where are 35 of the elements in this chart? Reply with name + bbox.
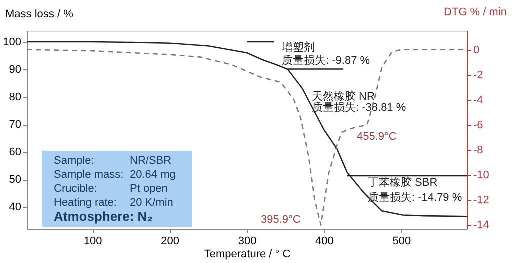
y2-tick-label: -8 <box>474 144 484 157</box>
y-tick-label: 60 <box>9 146 22 158</box>
y2-tick-label: 0 <box>474 44 480 56</box>
y2-tick-label: -2 <box>474 69 484 82</box>
y2-axis-title: DTG % / min <box>444 6 507 18</box>
x-axis-title: Temperature / ° C <box>204 248 291 260</box>
y2-tick-label: -14 <box>474 220 490 232</box>
annotation: 质量损失: -9.87 % <box>282 54 370 67</box>
x-tick-label: 100 <box>84 236 102 248</box>
y-axis-title: Mass loss / % <box>6 8 74 20</box>
annotation: 丁苯橡胶 SBR <box>368 176 438 189</box>
x-tick-label: 200 <box>161 236 180 248</box>
y-tick-label: 80 <box>9 92 22 104</box>
y2-tick-label: -12 <box>474 194 490 207</box>
annotation: Atmosphere: N₂ <box>54 209 154 224</box>
annotation: 395.9°C <box>261 214 301 226</box>
y-tick-label: 40 <box>9 202 22 214</box>
annotation: 质量损失: -38.81 % <box>312 101 406 114</box>
y2-tick-label: -4 <box>474 94 484 106</box>
y2-tick-label: -10 <box>474 170 490 182</box>
text: Crucible: Pt open <box>54 183 168 195</box>
y-tick-label: 70 <box>9 119 22 131</box>
annotation: 增塑剂 <box>281 41 315 54</box>
y-tick-label: 50 <box>9 174 22 186</box>
annotation: 天然橡胶 NR <box>312 90 375 103</box>
y-tick-label: 100 <box>3 36 22 48</box>
annotation: Heating rate: 20 K/min <box>54 197 174 209</box>
text: Sample: NR/SBR <box>54 155 172 167</box>
y2-tick-label: -6 <box>474 119 484 132</box>
y-tick-label: 90 <box>9 64 22 76</box>
annotation: Sample mass: 20.64 mg <box>54 169 176 181</box>
x-tick-label: 400 <box>316 236 334 248</box>
x-tick-label: 300 <box>238 236 257 248</box>
annotation: 455.9°C <box>357 131 397 143</box>
x-tick-label: 500 <box>392 236 412 248</box>
